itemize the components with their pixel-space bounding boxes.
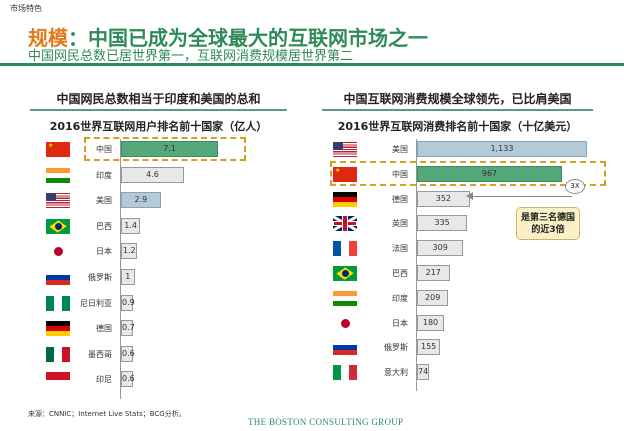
india-flag-icon xyxy=(46,167,70,183)
category-label: 中国 xyxy=(392,169,408,179)
china-highlight-box-left xyxy=(84,137,246,161)
russia-flag-icon xyxy=(333,340,357,356)
title-rest: ：中国已成为全球最大的互联网市场之一 xyxy=(68,26,428,50)
left-chart-title: 2016世界互联网用户排名前十国家（亿人） xyxy=(49,120,268,133)
category-label: 德国 xyxy=(96,324,112,334)
category-label: 日本 xyxy=(96,247,112,257)
bar-uk: 335 xyxy=(417,215,468,232)
france-flag-icon xyxy=(333,241,357,257)
bcg-logo: THE BOSTON CONSULTING GROUP xyxy=(248,417,404,427)
nigeria-flag-icon xyxy=(46,295,70,311)
bar-russia: 155 xyxy=(417,339,441,356)
china-flag-icon: ★ xyxy=(333,166,357,182)
category-label: 巴西 xyxy=(96,221,112,231)
mexico-flag-icon xyxy=(46,346,70,362)
bar-japan: 180 xyxy=(417,314,444,331)
header-divider xyxy=(0,63,624,66)
title-highlight: 规模 xyxy=(28,26,68,50)
category-label: 印尼 xyxy=(96,375,112,385)
category-label: 印度 xyxy=(96,170,112,180)
bar-brazil: 1.4 xyxy=(121,217,141,234)
category-label: 美国 xyxy=(96,196,112,206)
arrow-head-icon xyxy=(466,192,473,200)
callout-box: 是第三名德国的近3倍 xyxy=(516,207,580,240)
category-label: 意大利 xyxy=(384,368,408,378)
category-label: 俄罗斯 xyxy=(384,343,408,353)
multiplier-badge: 3X xyxy=(565,179,585,194)
category-label: 英国 xyxy=(392,219,408,229)
bar-japan: 1.2 xyxy=(121,243,138,260)
japan-flag-icon xyxy=(46,244,70,260)
bar-usa: 2.9 xyxy=(121,192,161,209)
bar-india: 4.6 xyxy=(121,166,185,183)
germany-flag-icon xyxy=(46,321,70,337)
uk-flag-icon xyxy=(333,216,357,232)
china-highlight-box-right xyxy=(330,161,606,186)
italy-flag-icon xyxy=(333,365,357,381)
source-note: 来源：CNNIC；Internet Live Stats；BCG分析。 xyxy=(28,410,186,418)
category-label: 巴西 xyxy=(392,269,408,278)
indonesia-flag-icon xyxy=(46,372,70,388)
bar-nigeria: 0.9 xyxy=(121,294,135,311)
page-title: 规模：中国已成为全球最大的互联网市场之一 xyxy=(28,22,428,51)
china-flag-icon: ★ xyxy=(46,142,70,157)
section-label: 市场特色 xyxy=(10,4,42,13)
category-label: 墨西哥 xyxy=(88,349,112,359)
left-panel-heading: 中国网民总数相当于印度和美国的总和 xyxy=(56,92,261,106)
category-label: 德国 xyxy=(392,194,408,204)
category-label: 中国 xyxy=(96,145,112,154)
right-panel-underline xyxy=(322,109,593,111)
bar-usa: 1,133 xyxy=(417,141,587,157)
category-label: 法国 xyxy=(392,244,408,254)
category-label: 尼日利亚 xyxy=(80,298,112,308)
japan-flag-icon xyxy=(333,315,357,331)
bar-mexico: 0.6 xyxy=(121,345,135,362)
bar-germany: 0.7 xyxy=(121,320,135,337)
bar-russia: 1 xyxy=(121,269,135,285)
right-panel-heading: 中国互联网消费规模全球领先，已比肩美国 xyxy=(343,92,572,106)
brazil-flag-icon xyxy=(46,218,70,234)
brazil-flag-icon xyxy=(333,266,357,281)
bar-italy: 74 xyxy=(417,364,429,381)
russia-flag-icon xyxy=(46,270,70,285)
comparison-arrow xyxy=(470,196,572,197)
left-panel-underline xyxy=(30,109,287,111)
category-label: 俄罗斯 xyxy=(88,273,112,282)
bar-indonesia: 0.6 xyxy=(121,371,135,388)
usa-flag-icon xyxy=(333,142,357,157)
usa-flag-icon xyxy=(46,193,70,209)
bar-china: 967 xyxy=(417,165,563,182)
category-label: 美国 xyxy=(392,145,408,154)
bar-india: 209 xyxy=(417,289,449,306)
india-flag-icon xyxy=(333,290,357,306)
page-subtitle: 中国网民总数已居世界第一，互联网消费规模居世界第二 xyxy=(28,49,354,64)
chart-axis xyxy=(416,139,417,391)
bar-france: 309 xyxy=(417,240,464,257)
chart-axis xyxy=(120,139,121,399)
category-label: 印度 xyxy=(392,293,408,303)
right-chart-title: 2016世界互联网消费排名前十国家（十亿美元） xyxy=(337,120,578,133)
bar-brazil: 217 xyxy=(417,265,450,281)
germany-flag-icon xyxy=(333,191,357,207)
bar-germany: 352 xyxy=(417,190,470,207)
bar-china: 7.1 xyxy=(121,141,219,157)
category-label: 日本 xyxy=(392,318,408,328)
